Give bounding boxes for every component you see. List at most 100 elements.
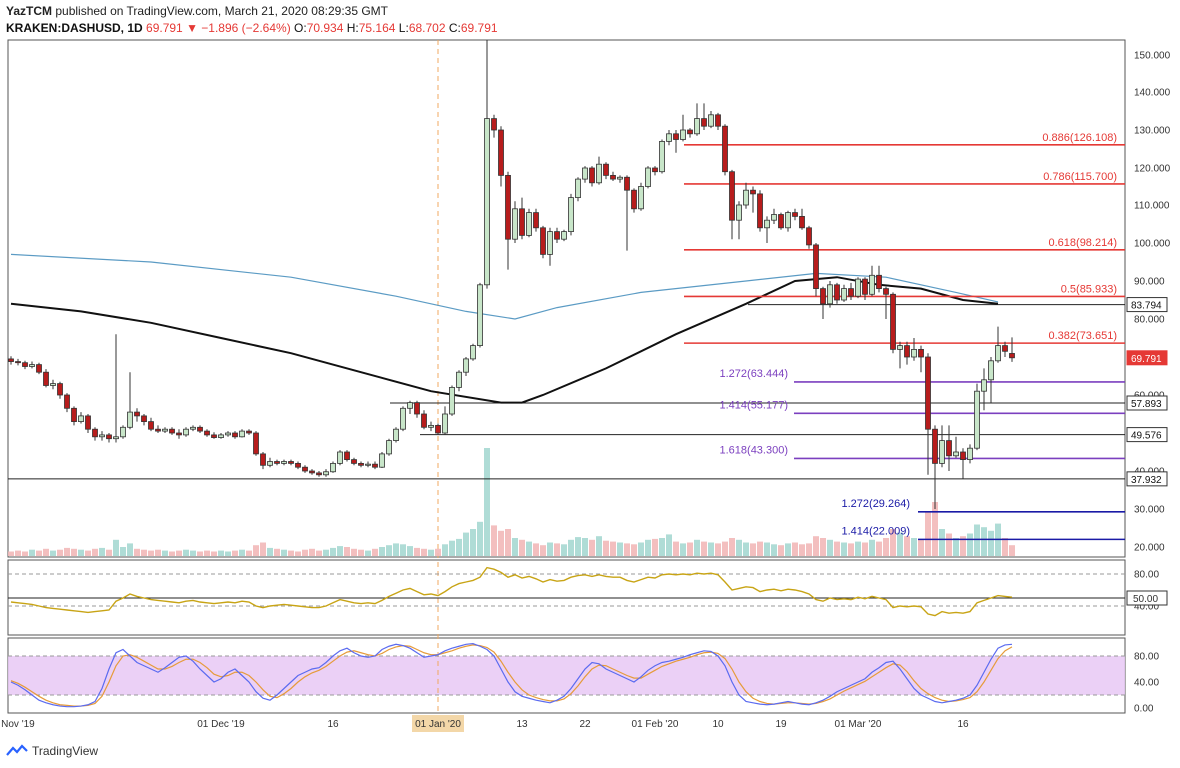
candle-body	[274, 461, 280, 464]
fib-retracement-label: 0.886(126.108)	[1042, 132, 1117, 144]
rsi-tick-label: 80.00	[1134, 570, 1159, 581]
author-name[interactable]: YazTCM	[6, 4, 53, 18]
y-axis-tick-label: 20.000	[1134, 543, 1165, 554]
candle-body	[512, 208, 518, 240]
volume-bar	[57, 549, 63, 556]
candle-body	[673, 133, 679, 140]
candle-body	[666, 133, 672, 142]
candle-body	[134, 411, 140, 417]
fib-retracement-label: 0.618(98.214)	[1049, 237, 1118, 249]
candle-body	[792, 212, 798, 217]
candle-body	[463, 358, 469, 373]
volume-bar	[925, 511, 931, 556]
volume-bar	[470, 529, 476, 556]
candle-body	[113, 436, 119, 440]
candle-body	[43, 371, 49, 386]
volume-bar	[344, 547, 350, 556]
volume-bar	[540, 545, 546, 556]
candle-body	[85, 415, 91, 430]
volume-bar	[442, 544, 448, 556]
candle-body	[484, 118, 490, 286]
fib-extension-label: 1.272(29.264)	[842, 498, 911, 510]
candle-body	[302, 466, 308, 472]
close-label: C:	[448, 21, 461, 35]
volume-bar	[379, 547, 385, 556]
brand-label[interactable]: TradingView	[32, 744, 99, 758]
candle-body	[610, 174, 616, 180]
candle-body	[106, 434, 112, 440]
volume-bar	[120, 547, 126, 556]
candle-body	[232, 432, 238, 438]
stoch-d-line	[10, 644, 1013, 707]
candle-body	[309, 470, 315, 474]
volume-bar	[1009, 545, 1015, 556]
candle-body	[953, 451, 959, 457]
volume-bar	[624, 543, 630, 556]
candle-body	[813, 244, 819, 289]
volume-bar	[15, 550, 21, 556]
candle-body	[778, 214, 784, 229]
candle-body	[771, 214, 777, 221]
candle-body	[680, 129, 686, 140]
x-axis-tick-label: 01 Dec '19	[197, 719, 245, 730]
volume-bar	[526, 541, 532, 556]
candle-body	[295, 462, 301, 468]
candle-body	[750, 189, 756, 195]
volume-bar	[554, 543, 560, 556]
volume-bar	[204, 550, 210, 556]
candle-body	[631, 189, 637, 210]
volume-bar	[757, 541, 763, 556]
volume-bar	[876, 541, 882, 556]
volume-bar	[463, 532, 469, 556]
volume-bar	[568, 539, 574, 556]
candle-body	[99, 434, 105, 438]
candle-body	[330, 462, 336, 473]
volume-bar	[967, 533, 973, 556]
volume-bar	[393, 543, 399, 556]
volume-bar	[701, 541, 707, 556]
volume-bar	[190, 550, 196, 556]
x-axis-tick-label: 01 Nov '19	[0, 719, 35, 730]
candle-body	[78, 415, 84, 422]
price-chart[interactable]: 0.886(126.108) 0.786(115.700) 0.618(98.214…	[0, 0, 1180, 740]
candle-body	[246, 430, 252, 434]
candle-body	[155, 428, 161, 432]
volume-bar	[260, 542, 266, 556]
volume-bar	[582, 538, 588, 556]
volume-bar	[456, 538, 462, 556]
volume-bar	[274, 548, 280, 556]
candle-body	[50, 383, 56, 386]
stoch-tick-label: 80.00	[1134, 652, 1159, 663]
volume-bar	[309, 548, 315, 556]
volume-bar	[253, 545, 259, 556]
candle-body	[183, 428, 189, 436]
volume-bar	[883, 538, 889, 556]
volume-bar	[232, 550, 238, 556]
candle-body	[288, 461, 294, 464]
candle-body	[281, 461, 287, 464]
volume-bar	[435, 548, 441, 556]
candle-body	[372, 463, 378, 468]
candle-body	[162, 428, 168, 432]
fib-extension-label: 1.414(55.177)	[720, 399, 789, 411]
candle-body	[407, 402, 413, 409]
candle-body	[841, 288, 847, 301]
y-axis-tick-label: 80.000	[1134, 315, 1165, 326]
volume-bar	[708, 542, 714, 556]
candle-body	[890, 293, 896, 350]
candle-body	[764, 219, 770, 229]
candle-body	[547, 231, 553, 255]
volume-bar	[267, 547, 273, 556]
volume-bar	[505, 529, 511, 556]
ohlc-line: KRAKEN:DASHUSD, 1D 69.791 ▼ −1.896 (−2.6…	[6, 20, 498, 37]
volume-bar	[631, 544, 637, 556]
candle-body	[736, 204, 742, 221]
candle-body	[995, 345, 1001, 362]
x-axis-tick-label: 22	[579, 719, 591, 730]
y-axis-tick-label: 100.000	[1134, 239, 1171, 250]
candle-body	[379, 453, 385, 468]
volume-bar	[645, 539, 651, 556]
symbol-label[interactable]: KRAKEN:DASHUSD, 1D	[6, 21, 143, 35]
candle-body	[505, 174, 511, 240]
candle-body	[827, 284, 833, 305]
